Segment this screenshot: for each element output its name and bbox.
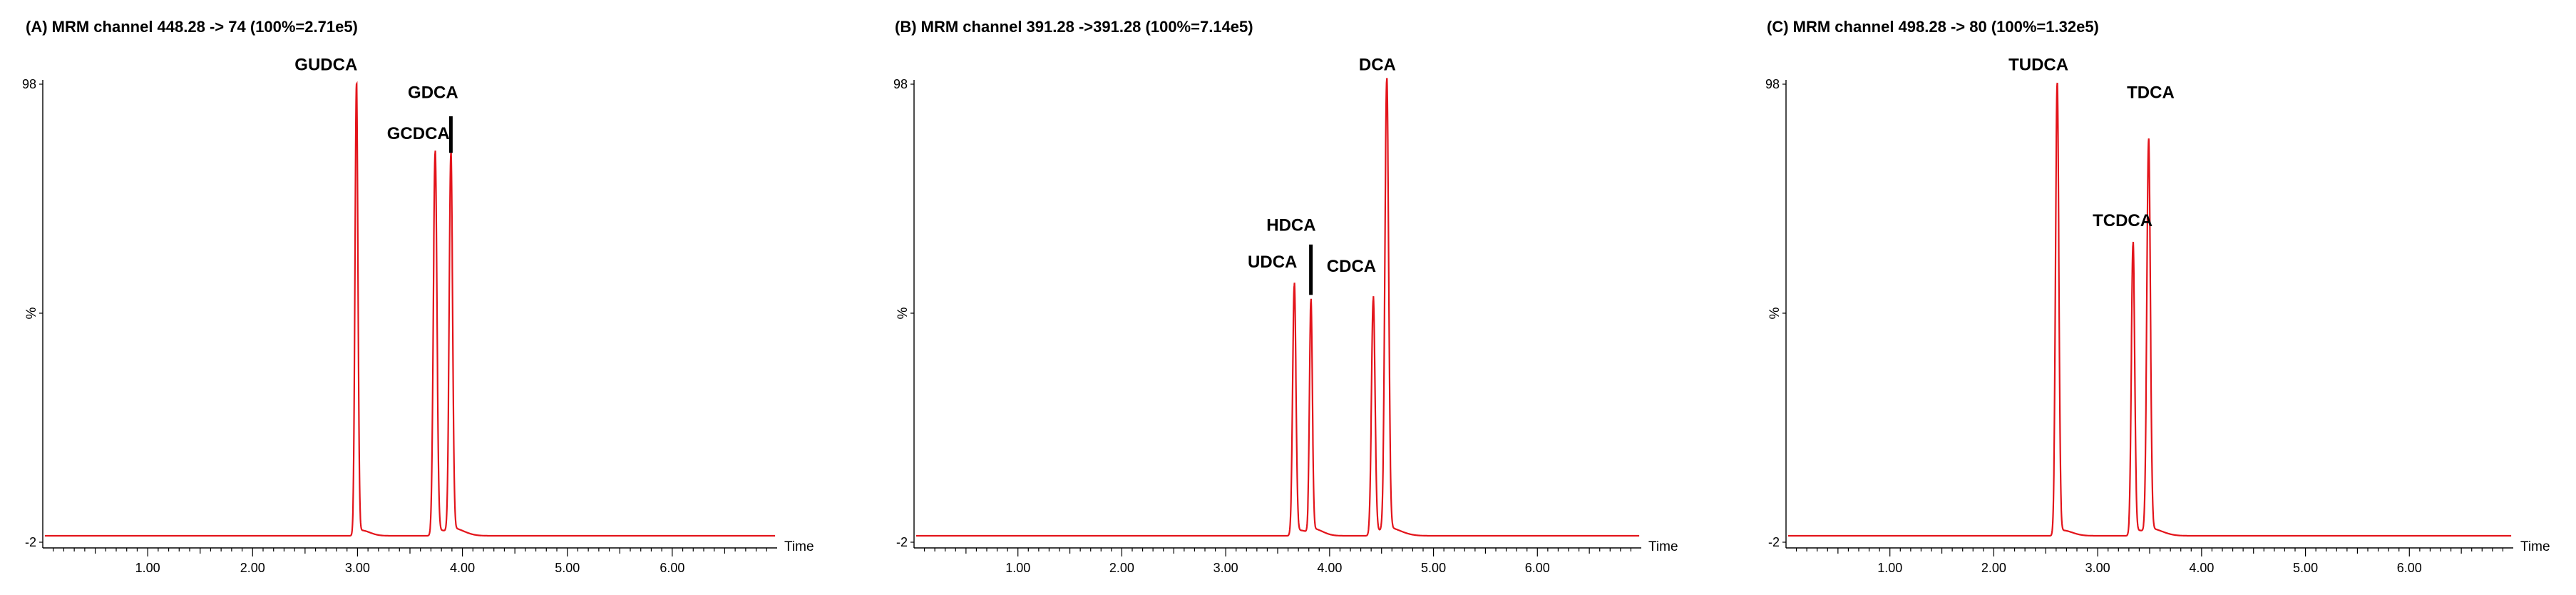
x-tick-label: 1.00 xyxy=(135,561,160,575)
x-tick-label: 2.00 xyxy=(1109,561,1134,575)
x-tick-label: 3.00 xyxy=(345,561,370,575)
x-tick-label: 2.00 xyxy=(1981,561,2006,575)
x-axis-label: Time xyxy=(784,539,814,554)
x-tick-label: 6.00 xyxy=(1525,561,1550,575)
peak-label: GUDCA xyxy=(294,56,357,75)
x-tick-label: 6.00 xyxy=(2397,561,2422,575)
x-tick-label: 3.00 xyxy=(2085,561,2110,575)
peak-label: TUDCA xyxy=(2008,56,2068,75)
peak-label: CDCA xyxy=(1327,257,1376,276)
y-tick-label: 98 xyxy=(893,77,908,91)
chromatogram-panel-b: (B) MRM channel 391.28 ->391.28 (100%=7.… xyxy=(893,18,1678,575)
x-tick-label: 5.00 xyxy=(555,561,580,575)
peak-label: GDCA xyxy=(408,83,458,102)
chromatogram-panel-a: (A) MRM channel 448.28 -> 74 (100%=2.71e… xyxy=(22,18,814,575)
y-tick-label: 98 xyxy=(1765,77,1780,91)
y-tick-label: 98 xyxy=(22,77,36,91)
x-tick-label: 4.00 xyxy=(450,561,475,575)
x-tick-label: 2.00 xyxy=(240,561,265,575)
x-tick-label: 1.00 xyxy=(1877,561,1902,575)
x-tick-label: 5.00 xyxy=(1421,561,1446,575)
x-axis-label: Time xyxy=(2520,539,2550,554)
y-tick-label: -2 xyxy=(896,535,908,549)
peak-label: TDCA xyxy=(2127,83,2175,102)
y-tick-label: -2 xyxy=(25,535,36,549)
peak-label: TCDCA xyxy=(2093,211,2152,230)
x-tick-label: 3.00 xyxy=(1213,561,1238,575)
peak-label: GCDCA xyxy=(387,124,450,143)
y-axis-label: % xyxy=(896,307,910,319)
y-axis-label: % xyxy=(24,307,39,319)
peak-label: DCA xyxy=(1359,56,1396,75)
chromatogram-trace xyxy=(44,81,776,537)
chromatogram-panel-c: (C) MRM channel 498.28 -> 80 (100%=1.32e… xyxy=(1765,18,2550,575)
panel-title: (A) MRM channel 448.28 -> 74 (100%=2.71e… xyxy=(26,18,358,36)
x-axis-label: Time xyxy=(1648,539,1678,554)
chromatogram-trace xyxy=(915,78,1640,537)
peak-label: HDCA xyxy=(1266,215,1315,235)
x-tick-label: 5.00 xyxy=(2293,561,2318,575)
y-tick-label: -2 xyxy=(1768,535,1780,549)
peak-label: UDCA xyxy=(1248,253,1297,272)
x-tick-label: 6.00 xyxy=(660,561,684,575)
panel-title: (C) MRM channel 498.28 -> 80 (100%=1.32e… xyxy=(1767,18,2099,36)
panel-title: (B) MRM channel 391.28 ->391.28 (100%=7.… xyxy=(895,18,1253,36)
x-tick-label: 4.00 xyxy=(2189,561,2214,575)
y-axis-label: % xyxy=(1767,307,1782,319)
x-tick-label: 1.00 xyxy=(1005,561,1030,575)
x-tick-label: 4.00 xyxy=(1317,561,1342,575)
chromatogram-trace xyxy=(1787,82,2512,537)
